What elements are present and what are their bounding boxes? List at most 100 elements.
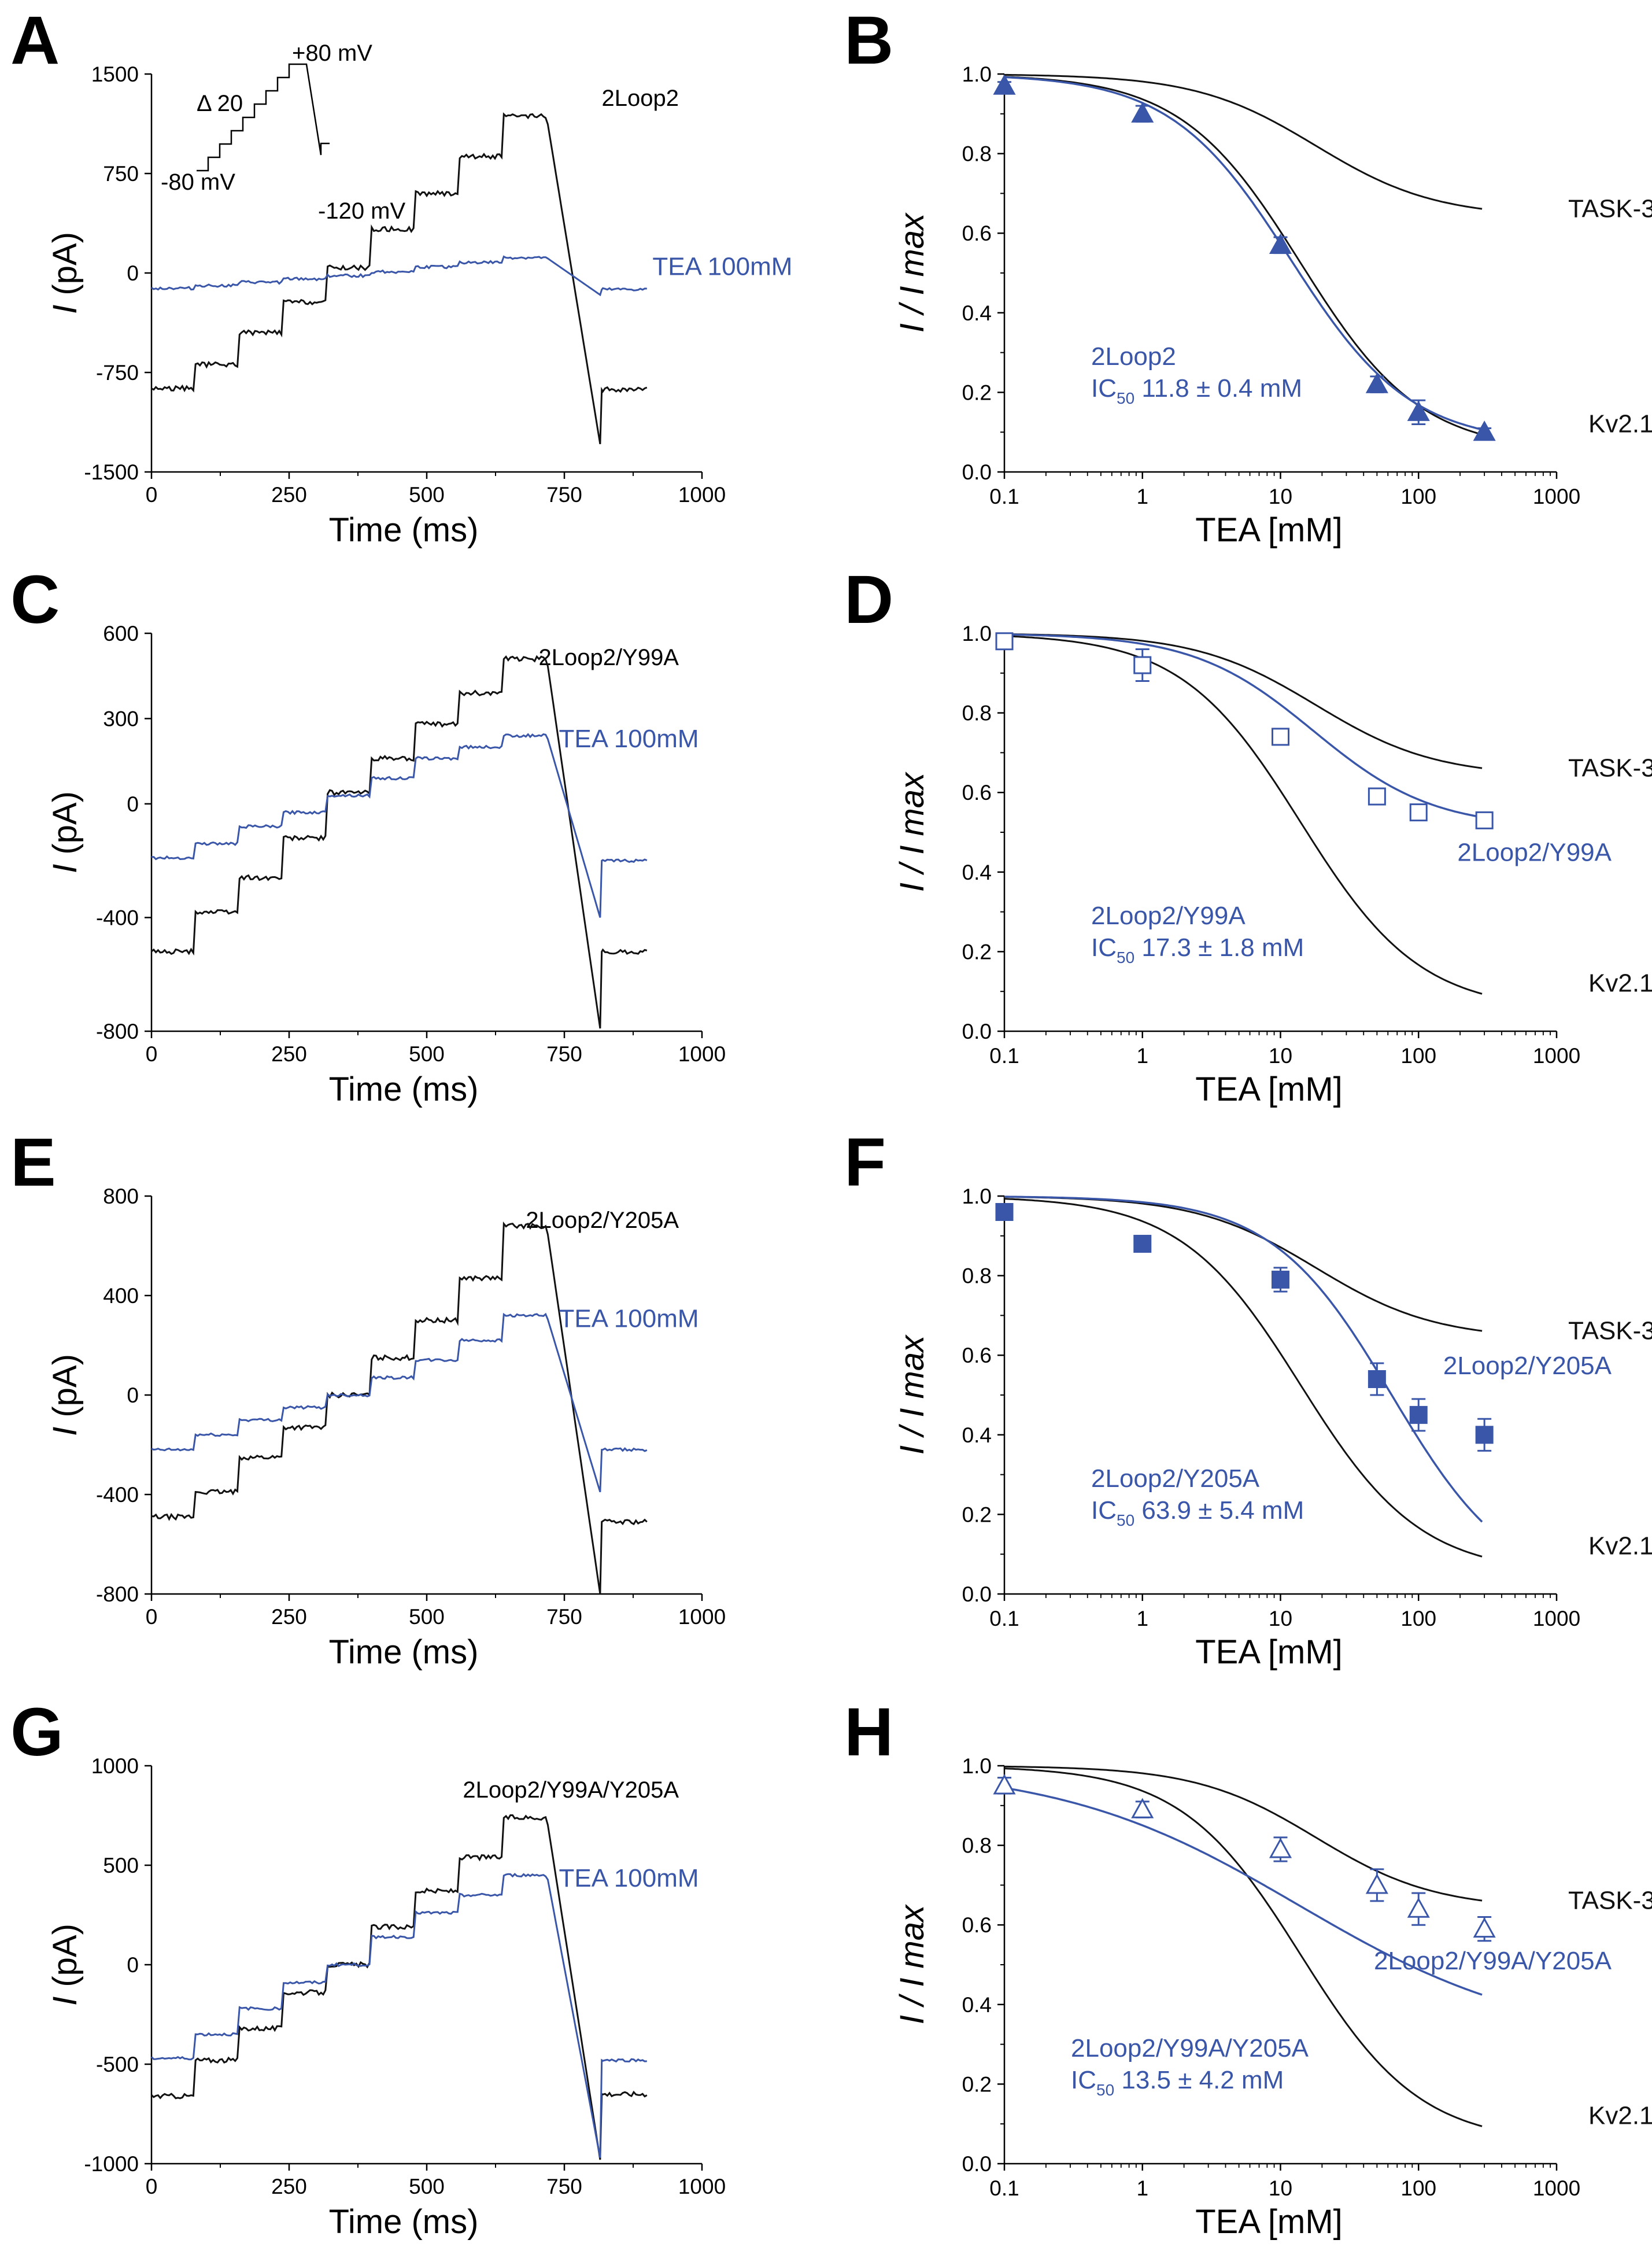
x-tick-label: 500: [409, 1042, 445, 1066]
y-axis-label: I / I max: [893, 772, 931, 892]
y-axis-label: I / I max: [893, 1904, 931, 2024]
y-tick-label: 0: [127, 1953, 139, 1977]
y-tick-label: 0.8: [962, 702, 992, 725]
y-axis-label-symbol: I: [46, 1997, 84, 2006]
y-tick-label: 0.0: [962, 1582, 992, 1606]
x-tick-label: 250: [271, 483, 307, 507]
y-tick-label: 0.4: [962, 1993, 992, 2017]
y-tick-label: 0.2: [962, 1503, 992, 1526]
y-tick-label: 400: [103, 1284, 139, 1308]
data-point: [1365, 1873, 1388, 1894]
y-axis-label: I (pA): [46, 1354, 84, 1436]
ic50-text: IC: [1071, 2066, 1096, 2094]
panel-H: H 0.1 1 10 100 1000 1.0 0.8 0.6 0.4 0.2 0.0 TEA [mM]…: [844, 1694, 1652, 2241]
panel-letter-F: F: [844, 1124, 886, 1201]
fit-label-name: 2Loop2: [1091, 342, 1176, 371]
panel-letter-B: B: [844, 2, 893, 79]
panel-A: A 0 250 500 750 1000 1500 750 0 -750 -1500 Time (ms…: [10, 2, 792, 549]
fit-label-name: 2Loop2/Y99A: [1091, 902, 1246, 930]
x-tick-label: 1000: [678, 2175, 726, 2198]
protocol-label: -120 mV: [318, 198, 405, 224]
y-tick-label: 0.4: [962, 301, 992, 325]
panel-letter-C: C: [10, 562, 60, 638]
trace-blue: [151, 1312, 648, 1493]
ref-curve-task3wt: [1004, 633, 1483, 769]
x-tick-label: 100: [1400, 485, 1436, 508]
x-tick-label: 750: [546, 1042, 582, 1066]
y-tick-label: 0.8: [962, 142, 992, 166]
panel-letter-A: A: [10, 2, 60, 79]
x-tick-label: 10: [1269, 1607, 1292, 1630]
y-tick-label: 1.0: [962, 1184, 992, 1208]
ref-label-kv21: Kv2.1: [1588, 969, 1652, 997]
tea-label: TEA 100mM: [559, 725, 699, 753]
ref-curve-task3wt: [1004, 73, 1483, 210]
y-tick-label: 500: [103, 1854, 139, 1877]
y-tick-label: -500: [96, 2053, 139, 2076]
x-tick-label: 750: [546, 2175, 582, 2198]
x-tick-label: 250: [271, 1042, 307, 1066]
ref-curve-task3wt: [1004, 1765, 1483, 1902]
fit-curve: [1004, 633, 1483, 818]
panel-letter-G: G: [10, 1694, 64, 1770]
y-tick-label: -800: [96, 1582, 139, 1606]
x-tick-label: 0.1: [989, 1607, 1019, 1630]
data-point: [1133, 1235, 1152, 1253]
x-tick-label: 0.1: [989, 1044, 1019, 1068]
data-point: [1407, 1897, 1430, 1918]
y-axis-label: I (pA): [46, 232, 84, 314]
y-axis-label: I / I max: [893, 1334, 931, 1455]
curve-label: 2Loop2/Y205A: [1443, 1352, 1612, 1380]
y-tick-label: 0.4: [962, 1423, 992, 1447]
x-tick-label: 1000: [1533, 1607, 1580, 1630]
y-axis-label: I (pA): [46, 791, 84, 873]
fit-label-ic50: IC50 17.3 ± 1.8 mM: [1091, 933, 1304, 966]
data-point: [1131, 102, 1154, 123]
ic50-subscript: 50: [1117, 949, 1134, 966]
ref-label-task3: TASK-3 WT: [1568, 1887, 1652, 1915]
y-axis-label-unit: (pA): [46, 232, 84, 305]
y-tick-label: 1500: [91, 62, 139, 86]
y-tick-label: 0.6: [962, 222, 992, 245]
x-tick-label: 500: [409, 483, 445, 507]
panel-letter-H: H: [844, 1694, 893, 1770]
x-axis-label: TEA [mM]: [1195, 2203, 1343, 2241]
x-tick-label: 100: [1400, 1607, 1436, 1630]
x-tick-label: 10: [1269, 2176, 1292, 2200]
fit-label-name: 2Loop2/Y205A: [1091, 1464, 1260, 1493]
x-tick-label: 1000: [678, 483, 726, 507]
y-tick-label: 1.0: [962, 62, 992, 86]
data-point: [1269, 1837, 1292, 1858]
x-axis-label: TEA [mM]: [1195, 1633, 1343, 1671]
data-point: [1269, 233, 1292, 254]
x-axis-label: Time (ms): [329, 1071, 479, 1108]
ref-label-kv21: Kv2.1: [1588, 409, 1652, 438]
x-axis-label: Time (ms): [329, 1633, 479, 1671]
y-axis-label-unit: (pA): [46, 791, 84, 864]
data-point: [1272, 1270, 1289, 1289]
y-axis-label-symbol: I: [46, 864, 84, 873]
x-tick-label: 0: [146, 2175, 158, 2198]
panel-C: C 0 250 500 750 1000 600 300 0 -400 -800 Time (ms) I…: [10, 562, 726, 1108]
data-point: [1407, 400, 1430, 421]
ref-label-kv21: Kv2.1: [1588, 2101, 1652, 2130]
data-point: [1409, 803, 1428, 822]
y-tick-label: 0.2: [962, 381, 992, 404]
x-tick-label: 0: [146, 483, 158, 507]
trace-black: [150, 1814, 648, 2160]
trace-blue: [151, 733, 648, 918]
y-tick-label: -750: [96, 361, 139, 385]
x-tick-label: 250: [271, 1605, 307, 1629]
data-point: [995, 632, 1014, 651]
ic50-value: 17.3 ± 1.8 mM: [1134, 933, 1304, 962]
x-tick-label: 0.1: [989, 2176, 1019, 2200]
ic50-subscript: 50: [1096, 2081, 1114, 2099]
fit-label-ic50: IC50 13.5 ± 4.2 mM: [1071, 2066, 1284, 2099]
x-tick-label: 750: [546, 483, 582, 507]
y-tick-label: 1.0: [962, 1754, 992, 1778]
protocol-label: -80 mV: [161, 169, 235, 195]
trace-title: 2Loop2/Y99A: [539, 645, 679, 670]
y-tick-label: 0.2: [962, 2072, 992, 2096]
y-tick-label: -400: [96, 906, 139, 929]
x-tick-label: 1000: [1533, 1044, 1580, 1068]
